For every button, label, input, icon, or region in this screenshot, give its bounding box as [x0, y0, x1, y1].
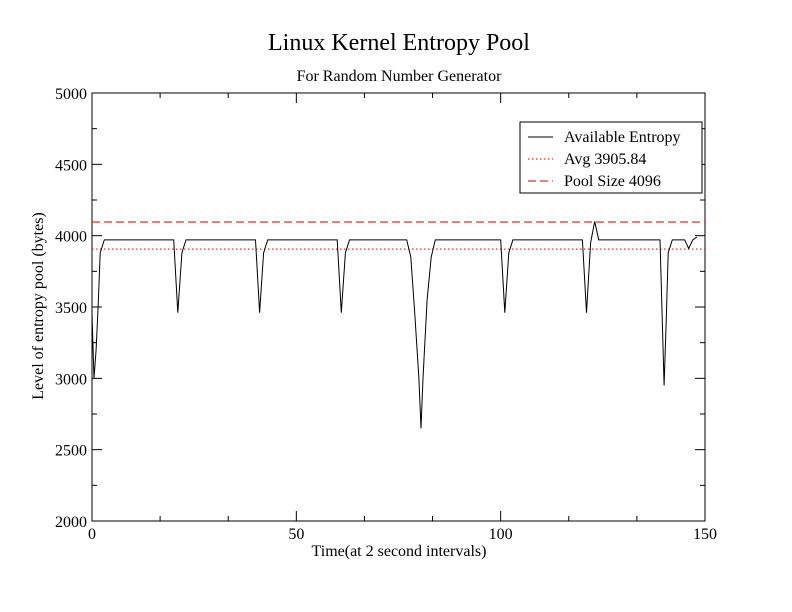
axis-ticks: [91, 92, 706, 522]
x-tick-label: 0: [88, 526, 96, 543]
plot-lines: [91, 221, 705, 429]
x-tick-label: 50: [288, 526, 304, 543]
y-tick-label: 4000: [55, 229, 87, 246]
chart-subtitle: For Random Number Generator: [297, 68, 503, 85]
y-axis-label: Level of entropy pool (bytes): [30, 212, 47, 400]
series-line: [91, 221, 698, 429]
chart-title: Linux Kernel Entropy Pool: [268, 30, 530, 56]
x-axis-label: Time(at 2 second intervals): [312, 543, 487, 560]
y-tick-label: 3000: [55, 371, 87, 388]
legend-label: Pool Size 4096: [564, 173, 661, 190]
y-tick-label: 3500: [55, 300, 87, 317]
legend-label: Available Entropy: [564, 129, 681, 146]
legend: Available Entropy Avg 3905.84 Pool Size 40…: [519, 121, 703, 194]
y-tick-label: 5000: [55, 86, 87, 103]
legend-entries: Available Entropy Avg 3905.84 Pool Size 40…: [528, 129, 681, 190]
y-tick-label: 2500: [55, 443, 87, 460]
x-tick-label: 100: [489, 526, 513, 543]
x-tick-label: 150: [693, 526, 717, 543]
legend-label: Avg 3905.84: [564, 151, 646, 168]
y-tick-label: 2000: [55, 514, 87, 531]
legend-box: [519, 121, 703, 194]
y-tick-label: 4500: [55, 157, 87, 174]
tick-labels: 0 50 100 150 2000 2500 3000 3500 4000 4500 5000: [55, 86, 717, 543]
